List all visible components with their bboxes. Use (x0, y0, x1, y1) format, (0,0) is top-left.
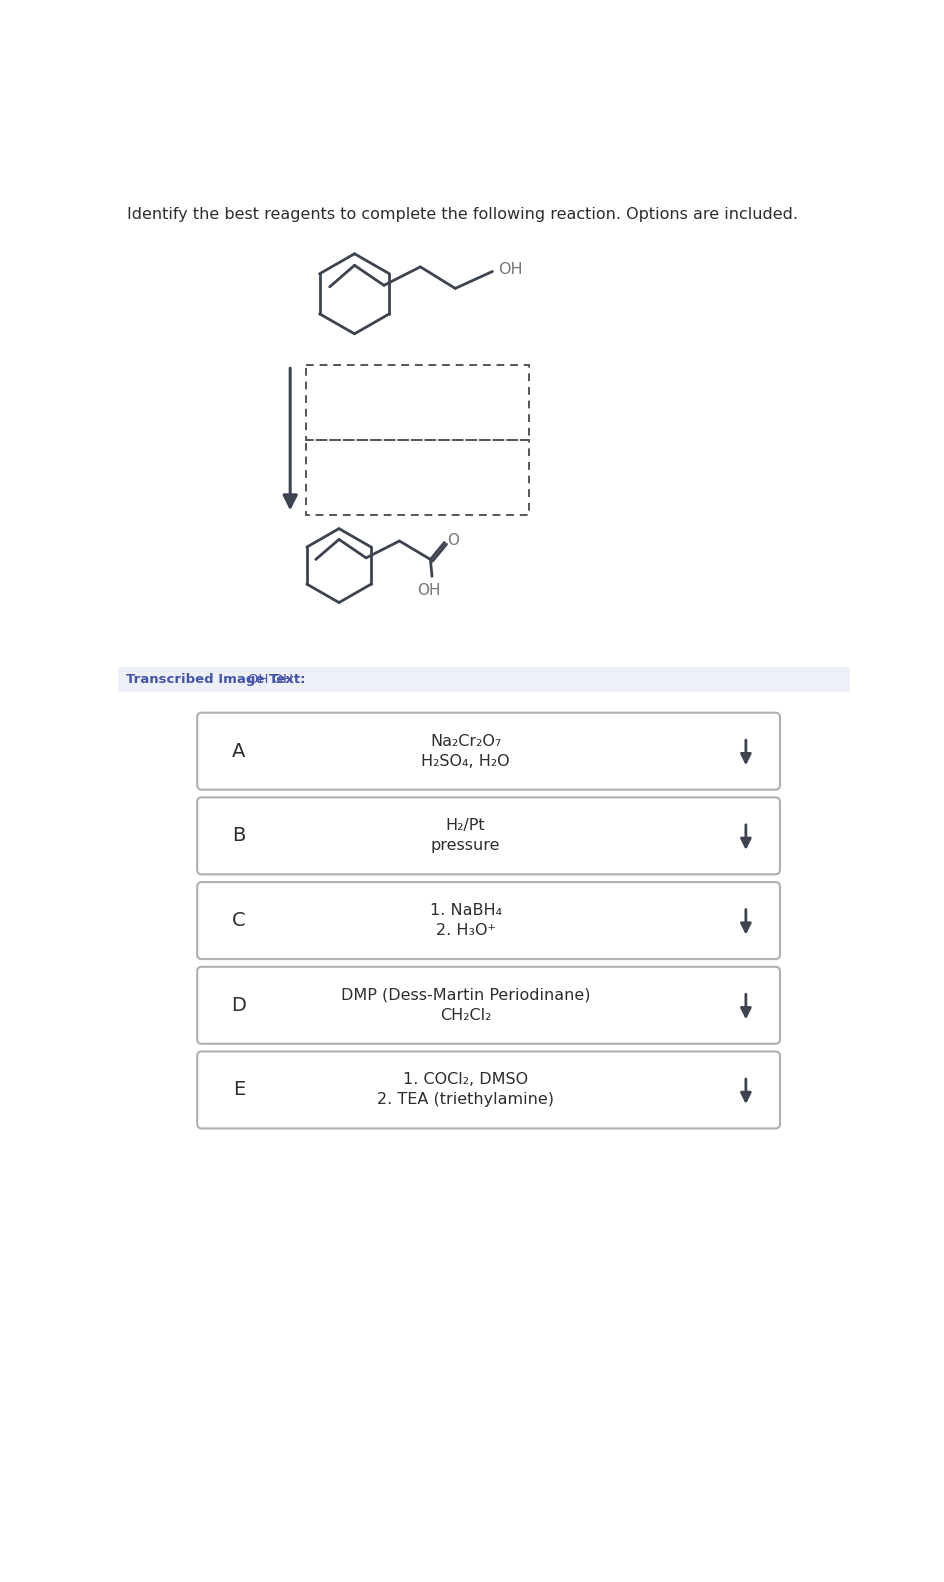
Text: C: C (232, 911, 245, 930)
Text: Na₂Cr₂O₇: Na₂Cr₂O₇ (430, 734, 500, 748)
Text: 2. H₃O⁺: 2. H₃O⁺ (435, 922, 495, 938)
Text: OH: OH (497, 263, 522, 277)
Text: DMP (Dess-Martin Periodinane): DMP (Dess-Martin Periodinane) (341, 987, 590, 1003)
FancyBboxPatch shape (197, 883, 779, 959)
Text: OH: OH (416, 584, 440, 598)
Text: CH₂Cl₂: CH₂Cl₂ (440, 1008, 491, 1024)
Text: H₂/Pt: H₂/Pt (446, 818, 485, 834)
FancyBboxPatch shape (197, 712, 779, 789)
Text: Transcribed Image Text:: Transcribed Image Text: (126, 672, 305, 687)
Text: O: O (447, 533, 459, 547)
Text: H₂SO₄, H₂O: H₂SO₄, H₂O (421, 753, 510, 769)
FancyBboxPatch shape (197, 797, 779, 875)
Text: B: B (232, 826, 245, 845)
Text: OH OH: OH OH (248, 672, 293, 687)
Text: 1. NaBH₄: 1. NaBH₄ (430, 903, 501, 918)
Bar (305, 365, 529, 440)
Text: 2. TEA (triethylamine): 2. TEA (triethylamine) (377, 1093, 553, 1107)
Text: A: A (232, 742, 245, 761)
Text: Identify the best reagents to complete the following reaction. Options are inclu: Identify the best reagents to complete t… (127, 207, 798, 221)
Bar (118, 668, 850, 691)
Text: E: E (232, 1081, 244, 1099)
Text: 1. COCl₂, DMSO: 1. COCl₂, DMSO (403, 1073, 528, 1087)
Text: pressure: pressure (430, 838, 500, 853)
FancyBboxPatch shape (197, 1052, 779, 1128)
Text: D: D (231, 995, 246, 1014)
FancyBboxPatch shape (197, 967, 779, 1044)
Bar (305, 440, 529, 514)
